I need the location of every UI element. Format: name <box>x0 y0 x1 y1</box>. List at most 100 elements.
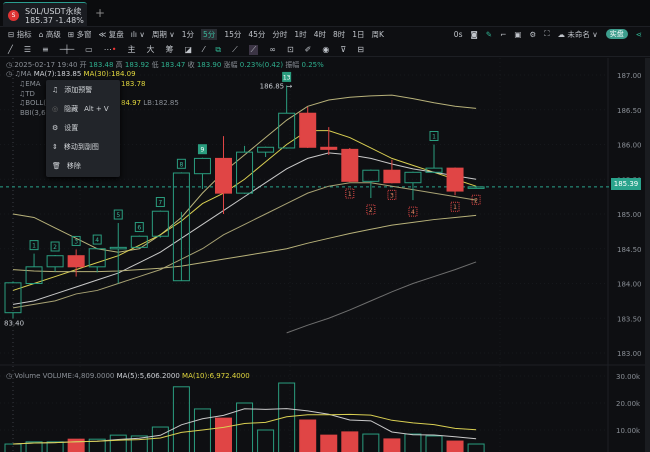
volume-tick: 10.00k <box>616 427 641 435</box>
td-marker <box>134 222 144 233</box>
camera-icon[interactable]: ◙ <box>470 29 478 39</box>
interval-1d[interactable]: 1日 <box>352 29 365 39</box>
interval-1m[interactable]: 1分 <box>181 29 195 39</box>
indicator-button[interactable]: ⊟ 指标 <box>8 29 32 39</box>
main-chart-button[interactable]: 主 <box>127 45 136 54</box>
interval-45m[interactable]: 45分 <box>248 29 266 39</box>
interval-15m[interactable]: 15分 <box>224 29 242 39</box>
volume-bar <box>88 438 106 452</box>
td-marker <box>50 241 60 252</box>
menu-settings[interactable]: ⚙ 设置 <box>52 124 79 132</box>
candle-up <box>151 210 169 237</box>
multi-window-button[interactable]: ⊞ 多窗 <box>67 29 92 39</box>
ruler-icon[interactable]: ⟋ <box>232 44 238 54</box>
edit-icon[interactable]: ✐ <box>304 45 312 54</box>
mode-badge[interactable]: 实盘 <box>605 29 628 39</box>
eye-off-icon: ◎ <box>52 105 59 113</box>
layout-dropdown[interactable]: ☁ 未命名 ∨ <box>557 29 598 39</box>
candle-down <box>341 148 359 182</box>
timer-label[interactable]: 0s <box>453 29 463 39</box>
trash-icon[interactable]: ⊟ <box>357 45 364 54</box>
ema-legend[interactable]: ♫EMA <box>19 80 41 88</box>
candle-down <box>320 146 338 150</box>
indicator-line <box>286 261 477 334</box>
toolbar-top: ⊟ 指标 ⌂ 高级 ⊞ 多窗 ≪ 复盘 ılı ∨ 周期 ∨ 1分 5分 15分… <box>0 27 650 41</box>
template-icon[interactable]: ▣ <box>514 29 522 39</box>
menu-add-alert[interactable]: ♫ 添加预警 <box>52 86 93 94</box>
line-icon[interactable]: ╱ <box>8 45 13 54</box>
td-label: 8 <box>179 161 183 168</box>
td-marker <box>387 189 397 200</box>
indicator-line <box>12 214 477 273</box>
menu-hide[interactable]: ◎ 隐藏 Alt + V <box>52 105 109 113</box>
fullscreen-icon[interactable]: ⛶ <box>544 29 550 38</box>
link-icon[interactable]: ∞ <box>269 45 276 54</box>
td-label: 6 <box>137 225 141 232</box>
gear-icon: ⚙ <box>52 124 59 132</box>
rect-icon[interactable]: ▭ <box>85 45 93 54</box>
bell-icon: ♫ <box>14 70 21 78</box>
low-label: 83.40 <box>4 319 24 327</box>
fib-icon[interactable]: ≡ <box>42 45 49 54</box>
volume-bar <box>425 435 443 452</box>
candle-up <box>172 172 190 282</box>
advanced-button[interactable]: ⌂ 高级 <box>38 29 61 39</box>
large-order-button[interactable]: 大 <box>146 45 155 54</box>
candle-up <box>193 157 211 175</box>
ma-legend[interactable]: ◷ ♫MA MA(7):183.85 MA(30):184.09 <box>6 70 136 78</box>
boll-legend[interactable]: ♫BOLL( <box>19 99 47 107</box>
candle-up <box>257 146 275 153</box>
period-dropdown[interactable]: 周期 ∨ <box>151 29 175 39</box>
volume-bar <box>236 402 254 452</box>
horizontal-icon[interactable]: ─┼─ <box>59 45 75 54</box>
td-marker <box>155 197 165 208</box>
symbol-tab[interactable]: S SOL/USDT永续 185.37 -1.48% <box>3 2 87 27</box>
filter-icon[interactable]: ⊽ <box>340 45 347 54</box>
more-icon[interactable]: ⋯• <box>103 45 117 54</box>
price-tick: 186.00 <box>617 142 642 150</box>
bbi-legend[interactable]: BBI(3,6,1 <box>20 109 53 117</box>
indicator-line <box>12 182 477 309</box>
high-label: 186.85 → <box>260 82 293 90</box>
parallel-icon[interactable]: ☰ <box>23 45 31 54</box>
chart-type-dropdown[interactable]: ılı ∨ <box>130 29 145 39</box>
brush-icon[interactable]: ⁄ <box>203 45 205 54</box>
add-tab-icon[interactable]: + <box>95 6 106 20</box>
eye-icon[interactable]: ◉ <box>322 45 330 54</box>
menu-move-to-subchart[interactable]: ⇕ 移动到副图 <box>52 143 99 151</box>
volume-bar <box>130 435 148 452</box>
indicator-line <box>12 94 477 253</box>
move-icon: ⇕ <box>52 143 58 151</box>
td-legend[interactable]: ♫TD <box>19 90 35 98</box>
interval-1w[interactable]: 周K <box>371 29 384 39</box>
menu-remove[interactable]: 🗑 移除 <box>52 162 81 170</box>
td-label: 13 <box>283 74 291 81</box>
volume-bar <box>299 419 317 452</box>
interval-4h[interactable]: 4时 <box>313 29 326 39</box>
interval-timeshare[interactable]: 分时 <box>272 29 288 39</box>
magnet-icon[interactable]: ◪ <box>184 45 192 54</box>
copy-icon[interactable]: ⧉ <box>215 44 222 54</box>
interval-5m[interactable]: 5分 <box>201 28 218 40</box>
pencil-icon[interactable]: ✎ <box>485 29 493 39</box>
volume-bar <box>320 434 338 452</box>
td-label: 4 <box>411 209 415 216</box>
td-label: 1 <box>453 204 457 211</box>
settings-icon[interactable]: ⚙ <box>529 29 537 39</box>
crop-icon[interactable]: ⌐ <box>500 29 507 39</box>
interval-8h[interactable]: 8时 <box>332 29 346 39</box>
volume-legend[interactable]: ◷ Volume VOLUME:4,809.0000 MA(5):5,606.2… <box>6 372 250 380</box>
volume-bar <box>172 386 190 452</box>
lock-icon[interactable]: ⊡ <box>286 45 294 54</box>
td-marker <box>92 234 102 245</box>
price-tick: 185.00 <box>617 211 642 219</box>
share-icon[interactable]: ⋖ <box>635 29 642 39</box>
ohlc-info: ◷ 2025-02-17 19:40 开 183.48 高 183.92 低 1… <box>6 61 324 69</box>
interval-1h[interactable]: 1时 <box>294 29 307 39</box>
replay-button[interactable]: ≪ 复盘 <box>98 29 124 39</box>
volume-tick: 20.00k <box>616 400 641 408</box>
draw-active-icon[interactable]: ⟋ <box>248 44 259 55</box>
price-tick: 183.00 <box>617 350 642 358</box>
chips-button[interactable]: 筹 <box>165 45 174 54</box>
volume-bar <box>46 441 64 452</box>
